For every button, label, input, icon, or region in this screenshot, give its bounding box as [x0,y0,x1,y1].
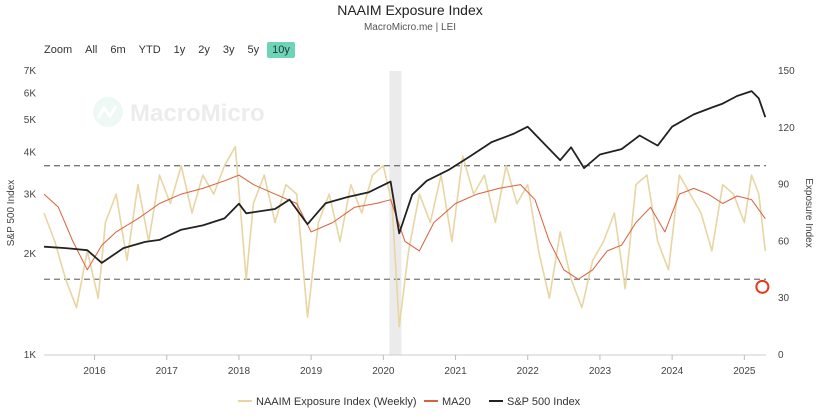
legend-item[interactable]: MA20 [424,396,471,408]
x-tick-label: 2025 [733,366,756,377]
left-tick-label: 3K [24,190,37,201]
zoom-button-ytd[interactable]: YTD [138,44,161,56]
zoom-button-3y[interactable]: 3y [222,44,235,56]
right-tick-label: 150 [778,66,795,77]
right-tick-label: 60 [778,236,790,247]
x-tick-label: 2017 [156,366,179,377]
left-tick-label: 7K [24,66,37,77]
legend-label: NAAIM Exposure Index (Weekly) [256,396,417,408]
chart-subtitle: MacroMicro.me | LEI [363,22,457,33]
left-tick-label: 2K [24,249,37,260]
left-tick-label: 5K [24,115,37,126]
x-tick-label: 2022 [517,366,540,377]
zoom-button-2y[interactable]: 2y [198,44,210,56]
legend-label: MA20 [442,396,471,408]
zoom-button-1y[interactable]: 1y [173,44,186,56]
watermark: MacroMicro [93,97,265,127]
x-tick-label: 2016 [83,366,106,377]
legend-item[interactable]: NAAIM Exposure Index (Weekly) [238,396,417,408]
legend-label: S&P 500 Index [507,396,581,408]
right-tick-label: 90 [778,180,790,191]
left-tick-label: 4K [24,148,37,159]
macromicro-logo-icon [93,97,123,127]
x-tick-label: 2024 [661,366,684,377]
zoom-label: Zoom [44,44,73,56]
left-tick-label: 6K [24,88,37,99]
left-axis-title: S&P 500 Index [6,180,17,247]
zoom-toolbar: Zoom All 6m YTD 1y 2y 3y 5y 10y [44,42,298,58]
series-line-naaim-exposure-index-weekly[interactable] [43,145,767,328]
series-line-ma20[interactable] [43,174,766,280]
x-tick-label: 2020 [372,366,395,377]
legend-item[interactable]: S&P 500 Index [489,396,581,408]
chart-title: NAAIM Exposure Index [337,2,483,18]
right-tick-label: 30 [778,293,790,304]
x-tick-label: 2021 [444,366,467,377]
zoom-button-6m[interactable]: 6m [110,44,126,56]
right-tick-label: 0 [778,350,784,361]
zoom-button-all[interactable]: All [85,44,98,56]
zoom-button-10y[interactable]: 10y [267,42,295,58]
left-tick-label: 1K [24,350,37,361]
right-tick-label: 120 [778,123,795,134]
series-line-s-p-500-index[interactable] [43,90,767,264]
right-axis-title: Exposure Index [803,178,814,248]
zoom-button-5y[interactable]: 5y [247,44,260,56]
latest-value-marker[interactable] [755,279,770,294]
x-tick-label: 2018 [228,366,251,377]
macromicro-logo-mark [96,105,118,119]
watermark-text: MacroMicro [130,100,265,127]
x-tick-label: 2023 [589,366,612,377]
x-tick-label: 2019 [300,366,323,377]
